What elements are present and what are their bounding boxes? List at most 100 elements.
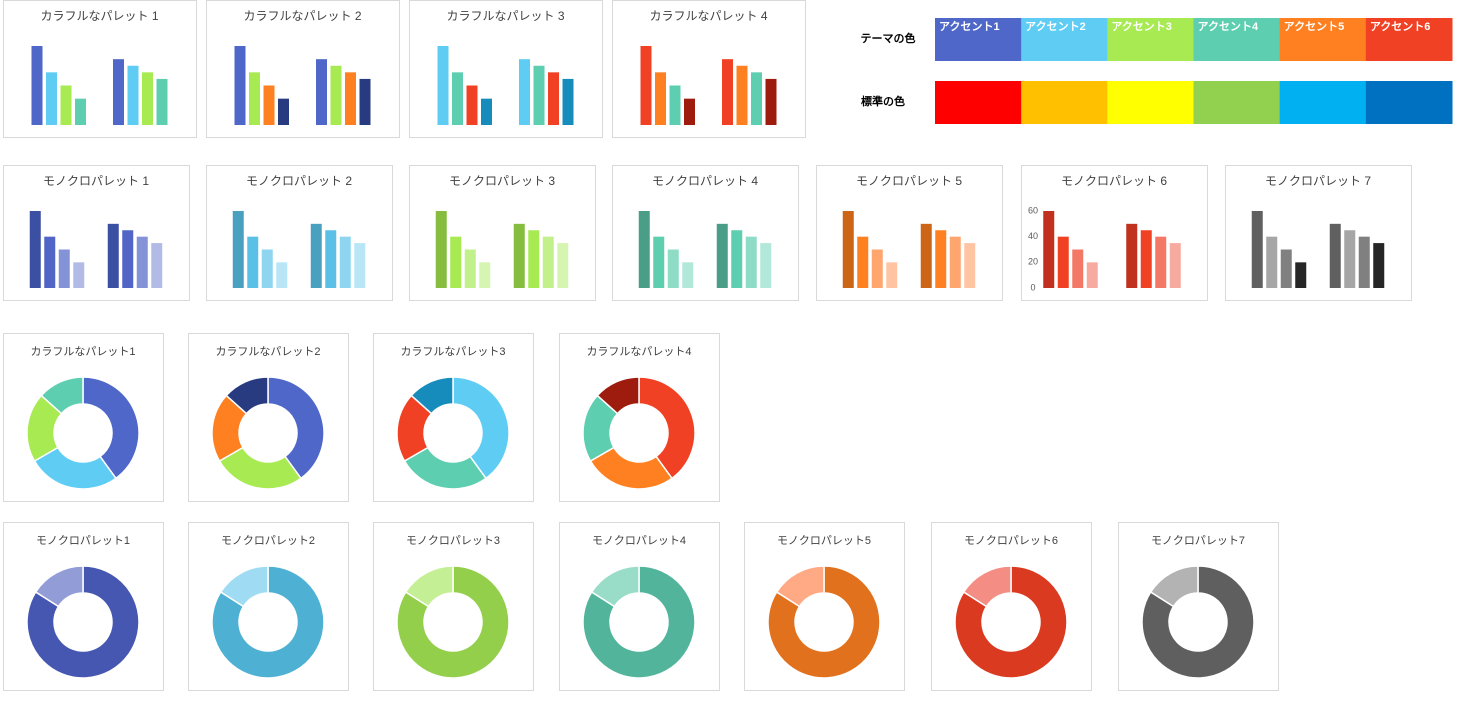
accent-label: アクセント3 xyxy=(1111,20,1172,33)
bar xyxy=(964,243,976,288)
bar xyxy=(75,98,86,125)
bar xyxy=(261,249,273,288)
bar xyxy=(29,211,41,288)
donut-slice xyxy=(954,565,1068,679)
bar xyxy=(330,65,342,125)
chart-title: カラフルなパレット 1 xyxy=(40,9,158,23)
donut-slice xyxy=(267,376,325,480)
chart-frame xyxy=(612,165,799,301)
accent-swatch xyxy=(1107,18,1194,61)
bar xyxy=(751,72,762,125)
chart-frame xyxy=(931,522,1092,691)
chart-title: モノクロパレット7 xyxy=(1151,534,1245,547)
bar xyxy=(142,72,153,125)
bar xyxy=(316,59,327,125)
bar xyxy=(842,211,854,288)
bar xyxy=(528,230,540,288)
bar xyxy=(1072,249,1084,288)
chart-frame xyxy=(744,522,905,691)
chart-title: カラフルなパレット1 xyxy=(30,345,135,358)
bar xyxy=(310,223,322,288)
bar xyxy=(58,249,70,288)
bar xyxy=(278,98,289,125)
donut-slice xyxy=(219,565,269,608)
accent-swatch xyxy=(1365,18,1453,61)
chart-frame xyxy=(612,0,806,138)
chart-frame xyxy=(188,522,349,691)
bar xyxy=(247,236,259,288)
donut-slice xyxy=(410,376,454,415)
bar xyxy=(1251,211,1263,288)
chart-frame xyxy=(559,333,720,502)
bar xyxy=(857,236,869,288)
chart-title: モノクロパレット 2 xyxy=(246,174,352,188)
donut-slice xyxy=(775,565,825,608)
bar xyxy=(731,230,743,288)
bar xyxy=(1043,211,1055,288)
chart-frame xyxy=(206,0,400,138)
chart-title: カラフルなパレット2 xyxy=(215,345,320,358)
donut-slice xyxy=(40,376,84,415)
bar xyxy=(542,236,554,288)
chart-frame xyxy=(188,333,349,502)
bar xyxy=(44,236,56,288)
bar xyxy=(684,98,695,125)
bar xyxy=(669,85,681,125)
bar xyxy=(1126,223,1138,288)
chart-title: モノクロパレット 7 xyxy=(1265,174,1371,188)
bar xyxy=(1057,236,1069,288)
chart-frame xyxy=(206,165,393,301)
bar xyxy=(640,46,652,125)
bar xyxy=(736,65,748,125)
accent-swatch xyxy=(935,18,1022,61)
bar xyxy=(113,59,124,125)
donut-slice xyxy=(82,376,140,480)
donut-slice xyxy=(403,446,487,490)
bar xyxy=(935,230,947,288)
accent-swatch xyxy=(1193,18,1281,61)
bar xyxy=(136,236,148,288)
accent-label: アクセント5 xyxy=(1284,20,1345,33)
bar xyxy=(716,223,728,288)
bar xyxy=(513,223,525,288)
bar xyxy=(1155,236,1167,288)
chart-title: モノクロパレット4 xyxy=(592,534,686,547)
bar xyxy=(871,249,883,288)
bar xyxy=(557,243,569,288)
chart-frame xyxy=(1225,165,1412,301)
bar xyxy=(359,78,371,125)
bar xyxy=(1358,236,1370,288)
bar xyxy=(73,262,85,288)
donut-slice xyxy=(1149,565,1199,608)
donut-slice xyxy=(211,565,325,679)
chart-title: モノクロパレット 5 xyxy=(856,174,962,188)
y-tick-label: 40 xyxy=(1028,231,1038,241)
bar xyxy=(1344,230,1356,288)
chart-frame xyxy=(373,522,534,691)
bar xyxy=(562,78,574,125)
bar xyxy=(435,211,447,288)
bar xyxy=(60,85,72,125)
chart-title: モノクロパレット3 xyxy=(406,534,500,547)
bar xyxy=(1086,262,1098,288)
bar xyxy=(481,98,492,125)
bar xyxy=(466,85,478,125)
bar xyxy=(249,72,260,125)
chart-frame xyxy=(409,0,603,138)
chart-title: カラフルなパレット 4 xyxy=(649,9,767,23)
donut-slice xyxy=(218,446,302,490)
bar xyxy=(122,230,134,288)
donut-slice xyxy=(767,565,881,679)
bar xyxy=(760,243,772,288)
bar xyxy=(107,223,119,288)
chart-title: モノクロパレット1 xyxy=(36,534,130,547)
y-tick-label: 0 xyxy=(1030,282,1035,292)
donut-slice xyxy=(26,565,140,679)
bar xyxy=(46,72,57,125)
chart-frame xyxy=(409,165,596,301)
standard-swatch xyxy=(935,81,1022,124)
theme-label: テーマの色 xyxy=(861,31,916,45)
bar xyxy=(653,236,665,288)
bar xyxy=(464,249,476,288)
